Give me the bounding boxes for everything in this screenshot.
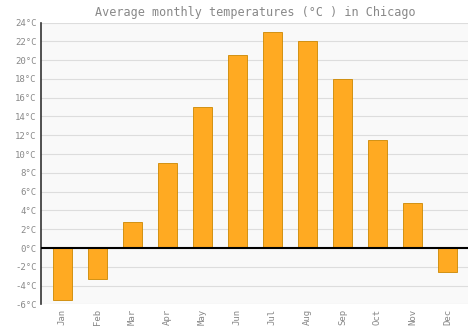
Bar	[53, 248, 72, 300]
Bar	[368, 140, 387, 248]
Bar	[438, 248, 457, 271]
Bar	[123, 222, 142, 248]
Bar	[263, 32, 282, 248]
Bar	[333, 79, 352, 248]
Bar	[298, 41, 317, 248]
Bar	[193, 107, 212, 248]
Title: Average monthly temperatures (°C ) in Chicago: Average monthly temperatures (°C ) in Ch…	[95, 6, 415, 19]
Bar	[228, 55, 247, 248]
Bar	[158, 164, 177, 248]
Bar	[88, 248, 107, 279]
Bar	[403, 203, 422, 248]
